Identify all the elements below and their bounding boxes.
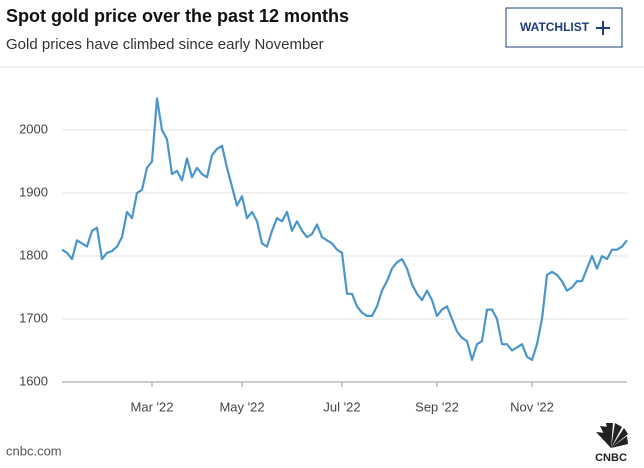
source: cnbc.com [6,443,62,458]
logo-mark [596,423,628,448]
chart-title: Spot gold price over the past 12 months [6,6,349,26]
y-tick-label: 1700 [19,310,48,325]
cnbc-logo: CNBC [595,423,628,464]
x-tick-label: May '22 [219,399,264,414]
y-tick-label: 2000 [19,121,48,136]
chart-subtitle: Gold prices have climbed since early Nov… [6,36,324,53]
logo-text: CNBC [595,452,627,464]
x-tick-label: Nov '22 [510,399,554,414]
y-tick-label: 1600 [19,373,48,388]
plus-icon[interactable] [596,21,610,35]
y-tick-label: 1900 [19,184,48,199]
price-line [61,97,628,361]
watchlist-button[interactable]: WATCHLIST [505,7,623,48]
x-tick-label: Sep '22 [415,399,459,414]
y-tick-label: 1800 [19,247,48,262]
x-tick-label: Jul '22 [323,399,360,414]
x-tick-label: Mar '22 [131,399,174,414]
button-label[interactable]: WATCHLIST [520,20,590,34]
